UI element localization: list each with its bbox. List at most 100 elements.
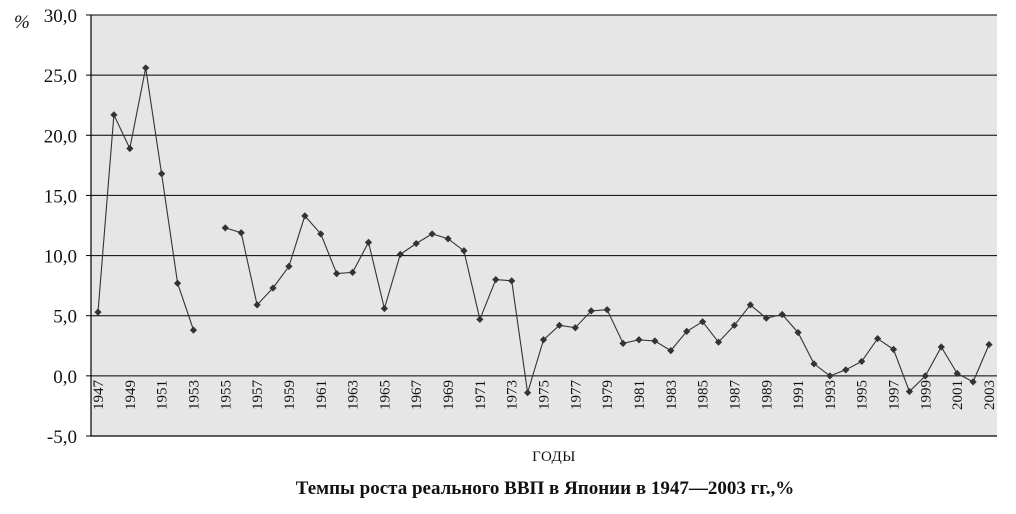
data-point [746,301,754,309]
data-point [253,301,261,309]
data-point [555,321,564,329]
data-point [635,336,643,344]
y-tick-label: 25,0 [44,66,77,87]
x-tick-label: 1999 [918,380,934,410]
data-point [460,247,468,255]
x-tick-label: 1989 [759,380,775,410]
data-point [826,372,834,380]
x-tick-label: 1993 [823,380,839,410]
y-tick-label: 5,0 [53,307,77,328]
y-tick-label: 0,0 [53,367,77,388]
data-point [317,230,325,238]
y-tick-label: -5,0 [47,427,77,448]
data-point [237,229,245,237]
data-point [651,337,659,345]
x-tick-label: 1959 [282,380,298,410]
data-point [94,308,102,316]
data-point [126,144,134,153]
data-point [778,310,786,319]
x-tick-label: 1947 [91,380,107,411]
x-tick-label: 1979 [600,380,616,410]
data-point [905,387,914,396]
data-point [221,224,229,232]
data-point [444,235,452,243]
data-point [921,372,929,380]
x-tick-label: 1953 [186,380,202,410]
y-tick-label: 30,0 [44,6,77,27]
data-point [858,357,866,366]
data-point [953,369,961,378]
y-tick-label: 20,0 [44,126,77,147]
x-tick-labels: 1947 1949 1951 1953 1955 1957 1959 1961 1963 1965… [91,380,998,411]
data-point [412,239,420,248]
data-point [587,307,595,315]
y-tick-labels: -5,0 0,0 5,0 10,0 15,0 20,0 25,0 30,0 [44,6,77,448]
data-point [937,343,945,351]
data-point [603,306,611,314]
y-tick-label: 15,0 [44,186,77,207]
data-point [730,321,739,329]
data-point [476,315,484,323]
y-tick-label: 10,0 [44,247,77,268]
data-point [428,230,436,238]
x-tick-label: 1975 [537,380,553,410]
data-point [285,262,293,270]
data-point [110,111,118,119]
x-axis-label: ГОДЫ [532,449,576,465]
data-point [810,360,818,368]
axes [86,14,997,437]
data-point [173,279,182,287]
data-point [396,250,404,258]
data-point [889,345,898,353]
plot-area [91,15,997,436]
x-tick-label: 1963 [346,380,362,410]
data-point [667,346,675,355]
x-tick-label: 1987 [727,380,743,411]
data-point [762,314,770,322]
data-point [794,328,802,337]
x-tick-label: 2001 [950,380,966,410]
chart-title: Темпы роста реального ВВП в Японии в 194… [296,478,794,499]
x-tick-label: 1983 [664,380,680,410]
data-series [94,64,993,397]
x-tick-label: 1997 [887,380,903,411]
data-point [508,277,516,285]
x-tick-label: 1981 [632,380,648,410]
data-point [269,284,277,292]
data-point [189,326,198,334]
data-point [301,212,309,220]
data-point [492,276,500,284]
data-point [619,339,627,347]
x-tick-label: 2003 [982,380,998,410]
data-point [683,327,691,335]
data-point [380,304,388,313]
data-point [158,170,166,178]
data-point [348,268,357,277]
x-tick-label: 1971 [473,380,489,410]
data-point [142,64,150,72]
data-point [523,389,532,397]
data-point [571,324,579,332]
x-tick-label: 1969 [441,380,457,410]
x-tick-label: 1965 [377,380,393,410]
data-point [985,340,993,349]
y-axis-unit: % [14,12,30,33]
x-tick-label: 1973 [505,380,521,410]
data-point [969,378,977,386]
x-tick-label: 1961 [314,380,330,410]
data-point [842,366,850,374]
data-point [333,270,341,278]
x-tick-label: 1955 [218,380,234,410]
data-point [539,336,548,344]
x-tick-label: 1991 [791,380,807,410]
x-tick-label: 1985 [696,380,712,410]
gridlines [91,14,997,377]
x-tick-label: 1995 [855,380,871,410]
data-point [714,338,723,346]
data-point [364,238,373,246]
data-point [699,318,707,326]
x-tick-label: 1951 [155,380,171,410]
x-tick-label: 1967 [409,380,425,411]
